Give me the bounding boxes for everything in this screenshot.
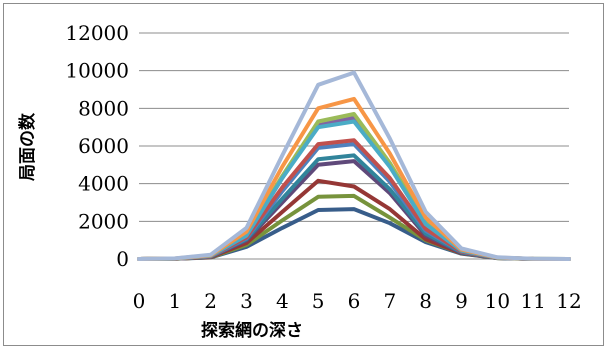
x-tick-label: 6 xyxy=(348,289,361,313)
x-tick-label: 3 xyxy=(240,289,253,313)
x-axis-title: 探索網の深さ xyxy=(201,320,303,341)
x-tick-label: 4 xyxy=(276,289,289,313)
y-tick-label: 6000 xyxy=(78,134,129,158)
y-tick-label: 4000 xyxy=(78,172,129,196)
x-tick-label: 9 xyxy=(455,289,468,313)
x-tick-label: 0 xyxy=(133,289,146,313)
chart-frame: 0 2000 4000 6000 8000 10000 12000 0 1 2 3 4 5 6 7 8 9 10 1… xyxy=(3,3,604,346)
series-line-2 xyxy=(137,193,571,261)
x-tick-label: 12 xyxy=(556,289,581,313)
y-axis-title: 局面の数 xyxy=(17,112,38,181)
x-tick-label: 10 xyxy=(485,289,510,313)
y-tick-label: 10000 xyxy=(65,59,129,83)
y-tick-label: 0 xyxy=(116,247,129,271)
x-tick-label: 11 xyxy=(520,289,545,313)
y-tick-label: 8000 xyxy=(78,96,129,120)
x-tick-label: 8 xyxy=(419,289,432,313)
y-tick-label: 12000 xyxy=(65,21,129,45)
x-tick-label: 1 xyxy=(168,289,181,313)
series-line-3 xyxy=(137,178,571,261)
series-line-1 xyxy=(137,207,571,261)
x-tick-label: 7 xyxy=(383,289,396,313)
x-tick-label: 2 xyxy=(204,289,217,313)
y-tick-label: 2000 xyxy=(78,209,129,233)
series-line-12 xyxy=(137,70,571,261)
x-tick-label: 5 xyxy=(312,289,325,313)
